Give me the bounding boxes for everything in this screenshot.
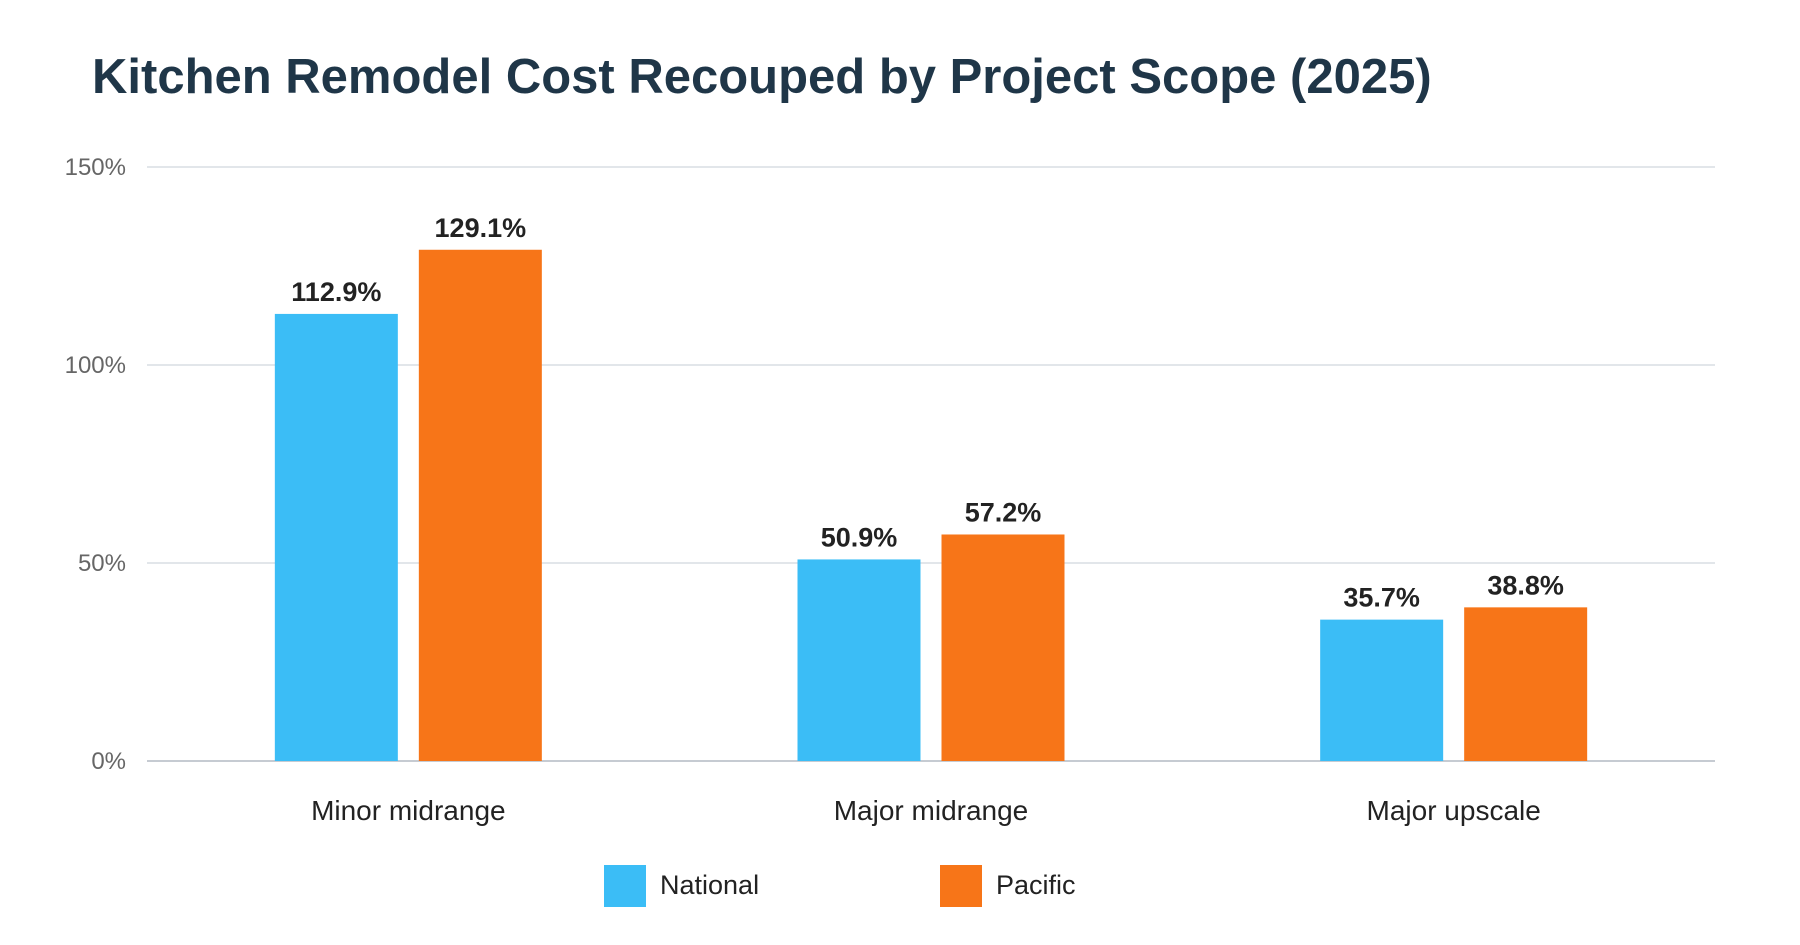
- y-tick-label: 0%: [91, 748, 126, 775]
- data-label: 38.8%: [1487, 570, 1564, 600]
- data-label: 57.2%: [965, 497, 1042, 527]
- legend-label: Pacific: [996, 870, 1076, 900]
- legend: National Pacific: [604, 865, 1076, 907]
- bar-pacific: [418, 249, 542, 761]
- y-tick-label: 50%: [78, 550, 126, 577]
- bar-pacific: [941, 534, 1065, 761]
- data-label: 50.9%: [821, 522, 898, 552]
- y-axis-tick-labels: 0% 50% 100% 150%: [65, 154, 126, 775]
- x-axis-category-labels: Minor midrange Major midrange Major upscal…: [311, 795, 1541, 826]
- data-label: 112.9%: [291, 277, 381, 307]
- bar-national: [1320, 619, 1444, 761]
- data-labels: 112.9% 129.1% 50.9% 57.2% 35.7% 38.8%: [291, 213, 1564, 613]
- data-label: 35.7%: [1343, 583, 1420, 613]
- legend-item-pacific: Pacific: [940, 865, 1076, 907]
- bars: [274, 249, 1588, 761]
- y-tick-label: 100%: [65, 352, 126, 379]
- y-tick-label: 150%: [65, 154, 126, 181]
- legend-label: National: [660, 870, 759, 900]
- chart-title: Kitchen Remodel Cost Recouped by Project…: [92, 50, 1432, 104]
- category-label: Major upscale: [1367, 795, 1541, 826]
- legend-swatch: [604, 865, 646, 907]
- bar-national: [797, 559, 921, 761]
- bar-national: [274, 313, 398, 761]
- category-label: Major midrange: [834, 795, 1029, 826]
- legend-swatch: [940, 865, 982, 907]
- legend-item-national: National: [604, 865, 759, 907]
- bar-pacific: [1464, 607, 1588, 761]
- gridlines: [147, 166, 1715, 762]
- category-label: Minor midrange: [311, 795, 506, 826]
- data-label: 129.1%: [435, 213, 527, 243]
